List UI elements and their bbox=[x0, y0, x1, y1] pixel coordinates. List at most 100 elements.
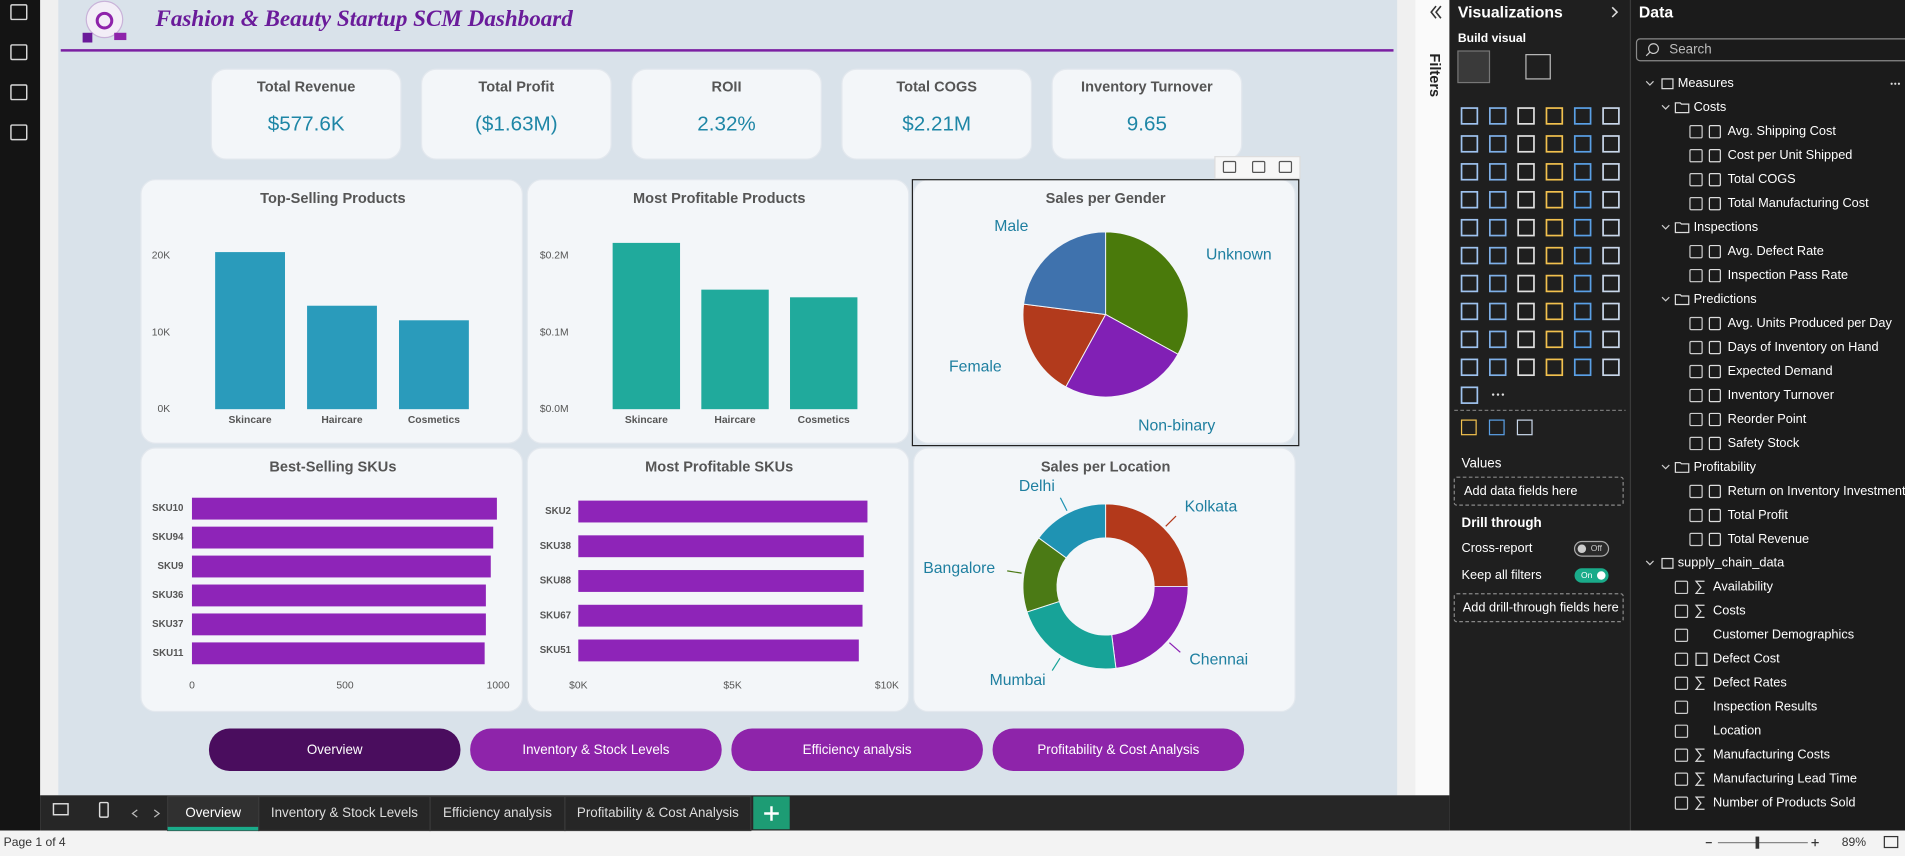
zoom-in[interactable] bbox=[1811, 839, 1819, 847]
visual-icon[interactable] bbox=[1545, 190, 1564, 209]
expand-caret[interactable] bbox=[1645, 560, 1654, 566]
visual-icon[interactable] bbox=[1489, 330, 1507, 349]
nav-button[interactable] bbox=[731, 728, 983, 772]
more-visuals-dot[interactable] bbox=[1496, 393, 1500, 396]
build-visual-tab[interactable] bbox=[1457, 50, 1491, 84]
more-options-dot[interactable] bbox=[1894, 82, 1897, 85]
visual-icon[interactable] bbox=[1489, 246, 1507, 265]
field-checkbox[interactable] bbox=[1674, 748, 1689, 762]
visual-icon[interactable] bbox=[1489, 190, 1507, 209]
visual-icon[interactable] bbox=[1602, 163, 1620, 181]
toolbar-icon[interactable] bbox=[1222, 160, 1237, 174]
visual-icon[interactable] bbox=[1602, 107, 1620, 125]
visual-icon[interactable] bbox=[1602, 302, 1620, 321]
rail-icon[interactable] bbox=[10, 84, 28, 101]
more-options-dot[interactable] bbox=[1890, 82, 1893, 85]
fit-page[interactable] bbox=[1883, 835, 1899, 849]
visual-icon[interactable] bbox=[1517, 358, 1535, 377]
visual-icon[interactable] bbox=[1573, 274, 1592, 293]
field-checkbox[interactable] bbox=[1674, 700, 1689, 714]
field-checkbox[interactable] bbox=[1674, 676, 1689, 690]
visual-icon[interactable] bbox=[1545, 330, 1564, 349]
visual-icon[interactable] bbox=[1489, 135, 1507, 153]
visual-icon[interactable] bbox=[1602, 190, 1620, 209]
expand-caret[interactable] bbox=[1661, 224, 1670, 230]
visual-icon[interactable] bbox=[1602, 218, 1620, 237]
field-checkbox[interactable] bbox=[1689, 173, 1703, 187]
field-checkbox[interactable] bbox=[1689, 508, 1703, 523]
more-options-dot[interactable] bbox=[1897, 82, 1901, 85]
field-checkbox[interactable] bbox=[1689, 388, 1703, 403]
visual-icon[interactable] bbox=[1573, 246, 1592, 265]
visual-icon[interactable] bbox=[1489, 107, 1507, 125]
expand-caret[interactable] bbox=[1661, 296, 1670, 302]
expand-caret[interactable] bbox=[1645, 80, 1654, 86]
field-checkbox[interactable] bbox=[1689, 484, 1703, 499]
visual-icon[interactable] bbox=[1602, 135, 1620, 153]
visual-icon[interactable] bbox=[1602, 330, 1620, 349]
visual-icon[interactable] bbox=[1545, 107, 1564, 125]
field-checkbox[interactable] bbox=[1689, 364, 1703, 379]
visual-icon[interactable] bbox=[1545, 163, 1564, 181]
drop-zone[interactable] bbox=[1453, 593, 1624, 623]
visual-icon[interactable] bbox=[1517, 163, 1535, 181]
visual-icon[interactable] bbox=[1517, 246, 1535, 265]
more-visuals-dot[interactable] bbox=[1501, 393, 1505, 396]
field-checkbox[interactable] bbox=[1674, 724, 1689, 738]
nav-button[interactable] bbox=[470, 728, 722, 772]
expand-caret[interactable] bbox=[1661, 104, 1670, 110]
field-checkbox[interactable] bbox=[1689, 149, 1703, 163]
field-checkbox[interactable] bbox=[1674, 772, 1689, 786]
visual-icon[interactable] bbox=[1460, 358, 1479, 377]
search-box[interactable] bbox=[1635, 38, 1905, 62]
visual-icon[interactable] bbox=[1517, 302, 1535, 321]
field-checkbox[interactable] bbox=[1689, 197, 1703, 211]
visual-icon[interactable] bbox=[1460, 218, 1479, 237]
rail-icon[interactable] bbox=[10, 44, 28, 61]
visual-icon[interactable] bbox=[1545, 302, 1564, 321]
expand-chevron[interactable] bbox=[1611, 6, 1619, 18]
visual-icon[interactable] bbox=[1517, 107, 1535, 125]
visual-icon[interactable] bbox=[1489, 163, 1507, 181]
visual-icon[interactable] bbox=[1460, 107, 1479, 125]
visual-icon[interactable] bbox=[1573, 163, 1592, 181]
expand-caret[interactable] bbox=[1661, 464, 1670, 470]
visual-icon[interactable] bbox=[1460, 386, 1479, 404]
field-checkbox[interactable] bbox=[1674, 796, 1689, 810]
visual-icon[interactable] bbox=[1489, 302, 1507, 321]
visual-icon[interactable] bbox=[1573, 302, 1592, 321]
toolbar-icon[interactable] bbox=[1278, 160, 1293, 174]
page-tab[interactable] bbox=[564, 795, 752, 832]
visual-icon[interactable] bbox=[1460, 135, 1479, 153]
next-page[interactable] bbox=[153, 809, 161, 818]
field-checkbox[interactable] bbox=[1689, 316, 1703, 331]
zoom-thumb[interactable] bbox=[1755, 836, 1760, 849]
field-checkbox[interactable] bbox=[1674, 652, 1689, 666]
field-checkbox[interactable] bbox=[1689, 268, 1703, 283]
visual-icon[interactable] bbox=[1573, 218, 1592, 237]
visual-icon[interactable] bbox=[1573, 190, 1592, 209]
nav-button[interactable] bbox=[208, 728, 461, 772]
visual-icon[interactable] bbox=[1573, 107, 1592, 125]
field-checkbox[interactable] bbox=[1689, 125, 1703, 139]
field-checkbox[interactable] bbox=[1689, 412, 1703, 427]
visual-icon[interactable] bbox=[1460, 246, 1479, 265]
toolbar-icon[interactable] bbox=[1251, 160, 1266, 174]
visual-icon[interactable] bbox=[1489, 358, 1507, 377]
visual-icon[interactable] bbox=[1573, 330, 1592, 349]
visual-icon[interactable] bbox=[1545, 135, 1564, 153]
visual-icon[interactable] bbox=[1545, 246, 1564, 265]
mobile-view-icon[interactable] bbox=[98, 801, 109, 818]
visual-icon[interactable] bbox=[1517, 190, 1535, 209]
filter-icon[interactable] bbox=[1488, 419, 1505, 436]
field-checkbox[interactable] bbox=[1674, 628, 1689, 642]
visual-icon[interactable] bbox=[1602, 246, 1620, 265]
visual-icon[interactable] bbox=[1489, 218, 1507, 237]
field-checkbox[interactable] bbox=[1674, 604, 1689, 619]
visual-icon[interactable] bbox=[1602, 274, 1620, 293]
more-visuals-dot[interactable] bbox=[1491, 393, 1495, 396]
visual-icon[interactable] bbox=[1489, 274, 1507, 293]
field-checkbox[interactable] bbox=[1689, 436, 1703, 451]
visual-icon[interactable] bbox=[1545, 218, 1564, 237]
nav-button[interactable] bbox=[992, 728, 1245, 772]
